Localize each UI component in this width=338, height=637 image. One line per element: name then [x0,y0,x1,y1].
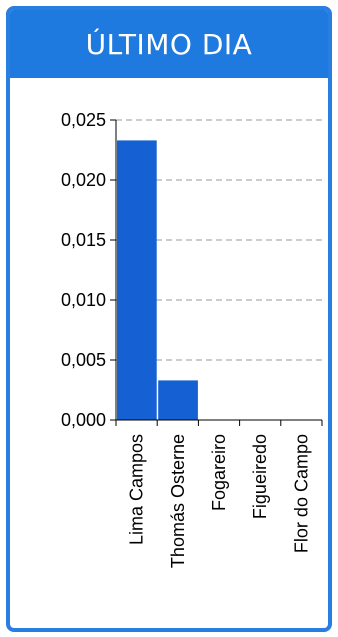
card-header: ÚLTIMO DIA [10,10,328,78]
bar-chart: 0,000 0,005 0,010 0,015 0,020 0,025 Lima Campo… [61,110,323,568]
y-tick-label: 0,005 [61,350,106,370]
y-tick-label: 0,000 [61,410,106,430]
chart-title: ÚLTIMO DIA [85,27,253,61]
plot-area: 0,000 0,005 0,010 0,015 0,020 0,025 Lima Campo… [10,78,328,628]
x-tick-label: Fogareiro [209,434,229,511]
bar [158,380,198,420]
bar [117,140,157,420]
x-tick-label: Figueiredo [250,434,270,519]
x-tick-label: Thomás Osterne [168,434,188,568]
chart-card: ÚLTIMO DIA 0,000 0,005 0,010 0,015 0,020 0,02… [6,6,332,632]
x-tick-label: Lima Campos [127,434,147,545]
x-tick-label: Flor do Campo [291,434,311,553]
y-tick-label: 0,010 [61,290,106,310]
y-tick-label: 0,020 [61,170,106,190]
y-tick-label: 0,025 [61,110,106,130]
y-tick-label: 0,015 [61,230,106,250]
